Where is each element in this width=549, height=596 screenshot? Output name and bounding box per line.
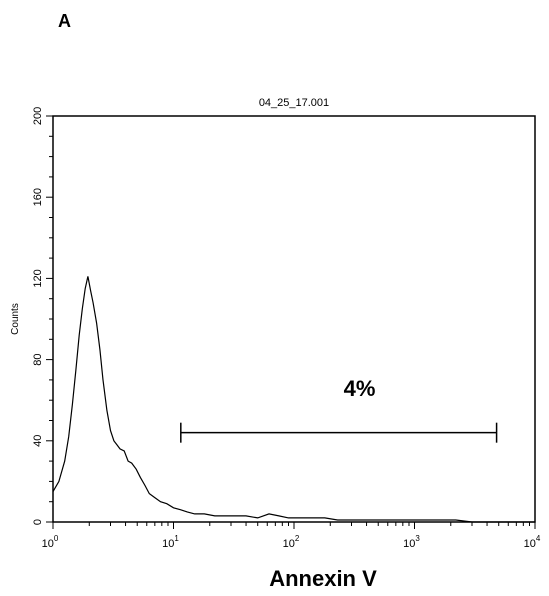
y-tick-label: 200 <box>32 107 44 125</box>
x-tick-label: 104 <box>524 534 541 550</box>
plot-frame <box>53 116 535 522</box>
annotations: 4% <box>344 376 376 401</box>
gate-percentage-label: 4% <box>344 376 376 401</box>
y-tick-label: 120 <box>32 269 44 287</box>
panel-label: A <box>58 11 71 31</box>
y-axis-label: Counts <box>10 303 21 335</box>
y-tick-label: 40 <box>32 435 44 447</box>
x-tick-exponent: 3 <box>415 534 420 543</box>
chart-title: 04_25_17.001 <box>259 97 329 109</box>
histogram-series-line <box>53 276 535 522</box>
x-axis-label: Annexin V <box>269 566 377 591</box>
y-tick-label: 160 <box>32 188 44 206</box>
y-tick-label: 0 <box>32 519 44 525</box>
x-tick-exponent: 2 <box>295 534 300 543</box>
x-tick-exponent: 1 <box>174 534 179 543</box>
x-tick-exponent: 4 <box>536 534 541 543</box>
gate-marker <box>181 423 497 443</box>
y-tick-label: 80 <box>32 353 44 365</box>
x-axis: 100 101 102 103 104 <box>42 522 541 550</box>
x-tick-label: 100 <box>42 534 59 550</box>
x-tick-label: 103 <box>403 534 420 550</box>
x-tick-exponent: 0 <box>54 534 59 543</box>
x-tick-label: 101 <box>162 534 179 550</box>
x-tick-label: 102 <box>283 534 300 550</box>
y-axis: 0 40 80 120 160 200 <box>32 107 53 525</box>
